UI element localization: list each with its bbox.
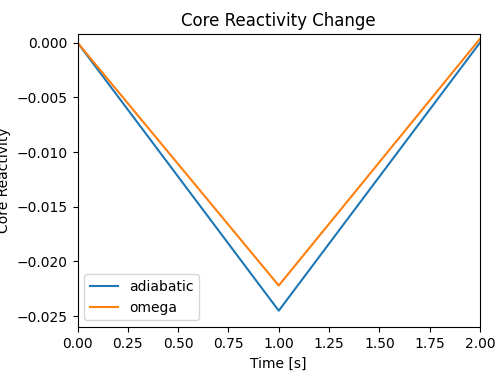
omega [122,98,128,102]
Y-axis label: Core Reactivity: Core Reactivity [0,128,11,233]
adiabatic [148,138,154,143]
adiabatic [477,40,483,45]
Title: Core Reactivity Change: Core Reactivity Change [182,12,376,29]
adiabatic [200,207,206,212]
omega [477,36,483,41]
Line: adiabatic: adiabatic [78,42,480,311]
omega [200,191,206,196]
omega [276,283,282,288]
adiabatic [386,161,392,165]
omega [282,275,288,280]
Line: omega: omega [78,39,480,285]
adiabatic [430,104,436,108]
adiabatic [74,40,80,45]
omega [430,95,436,100]
omega [386,147,392,152]
adiabatic [122,104,128,108]
omega [148,129,154,133]
X-axis label: Time [s]: Time [s] [250,356,307,370]
Legend: adiabatic, omega: adiabatic, omega [84,274,199,320]
adiabatic [276,308,282,313]
adiabatic [282,300,288,304]
omega [74,40,80,45]
